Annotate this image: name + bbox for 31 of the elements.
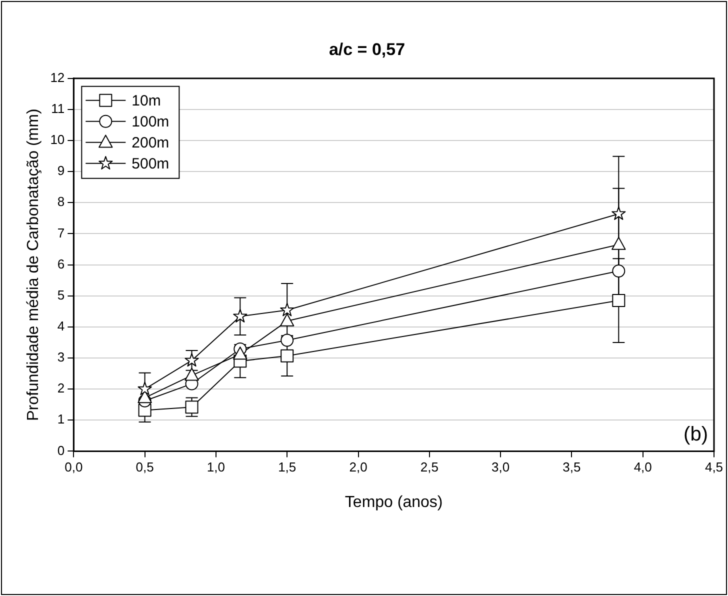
y-tick-label: 4	[57, 318, 65, 334]
legend-label: 500m	[132, 156, 170, 173]
x-tick-label: 1,0	[206, 460, 225, 475]
x-tick-label: 0,0	[64, 460, 83, 475]
y-tick-label: 8	[57, 194, 65, 210]
annotation: (b)	[684, 424, 708, 446]
y-tick-label: 6	[57, 256, 65, 272]
y-axis-title: Profundidade média de Carbonatação (mm)	[25, 108, 42, 421]
legend-label: 10m	[132, 92, 161, 110]
legend-label: 100m	[132, 114, 170, 131]
x-tick-label: 4,0	[634, 460, 652, 475]
y-tick-label: 5	[57, 287, 65, 302]
y-tick-label: 0	[57, 442, 65, 458]
y-tick-label: 7	[57, 225, 65, 240]
x-tick-label: 0,5	[136, 460, 154, 475]
x-tick-label: 1,5	[278, 460, 296, 475]
y-tick-label: 10	[50, 132, 65, 148]
y-tick-label: 1	[57, 412, 65, 427]
x-axis-title: Tempo (anos)	[344, 494, 443, 511]
y-tick-label: 12	[50, 70, 65, 85]
y-tick-label: 3	[57, 350, 65, 365]
x-tick-label: 2,0	[349, 460, 368, 475]
x-tick-label: 4,5	[704, 460, 724, 475]
y-tick-label: 2	[57, 380, 65, 396]
y-tick-label: 11	[51, 101, 65, 116]
legend-label: 200m	[132, 134, 170, 152]
y-tick-label: 9	[57, 163, 65, 178]
chart-title: a/c = 0,57	[328, 40, 406, 59]
x-tick-label: 3,5	[562, 460, 581, 475]
x-tick-label: 3,0	[492, 460, 510, 475]
x-tick-label: 2,5	[420, 460, 438, 475]
